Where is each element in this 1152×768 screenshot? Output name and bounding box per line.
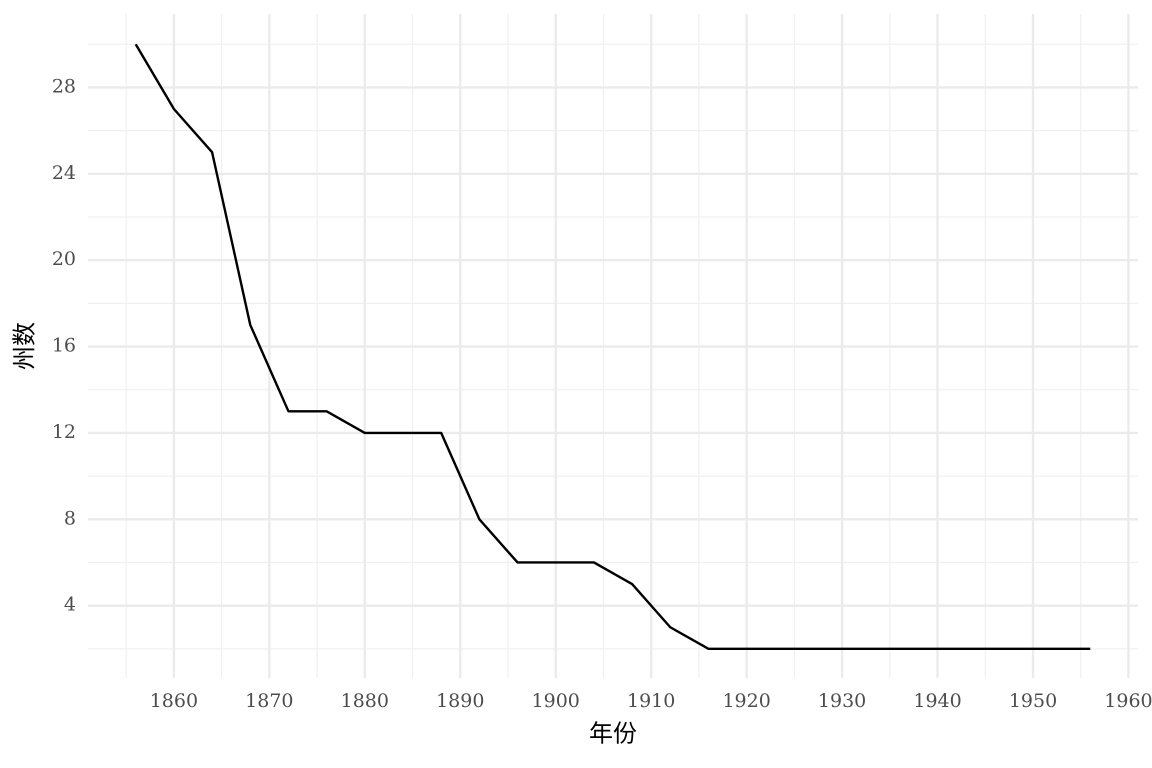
x-tick-label: 1900 (532, 690, 580, 712)
x-tick-label: 1940 (913, 690, 961, 712)
y-tick-label: 20 (52, 248, 76, 270)
y-tick-label: 8 (64, 507, 76, 529)
x-tick-label: 1870 (245, 690, 293, 712)
line (134, 43, 1091, 651)
y-tick-label: 4 (64, 594, 76, 616)
x-tick-label: 1880 (341, 690, 389, 712)
x-tick-label: 1910 (627, 690, 675, 712)
x-tick-label: 1950 (1009, 690, 1057, 712)
x-tick-label: 1890 (436, 690, 484, 712)
x-tick-label: 1960 (1104, 690, 1152, 712)
x-tick-label: 1860 (150, 690, 198, 712)
x-tick-label: 1930 (818, 690, 866, 712)
x-tick-label: 1920 (722, 690, 770, 712)
y-tick-label: 12 (52, 421, 76, 443)
y-axis-title: 州数 (11, 322, 39, 370)
y-tick-label: 28 (52, 75, 76, 97)
x-axis-title: 年份 (589, 720, 637, 748)
y-tick-label: 16 (52, 335, 76, 357)
y-tick-label: 24 (52, 162, 76, 184)
